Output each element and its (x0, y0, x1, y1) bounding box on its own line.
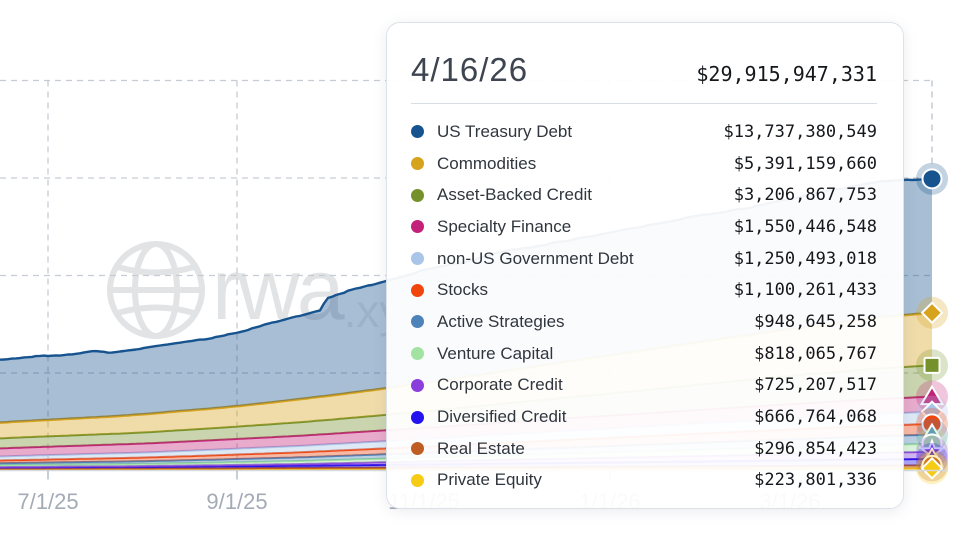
series-label: Specialty Finance (437, 216, 572, 236)
tooltip-legend-row: Corporate Credit $725,207,517 (411, 370, 877, 402)
series-color-dot (411, 347, 424, 361)
series-label: Active Strategies (437, 311, 565, 331)
series-color-dot (411, 283, 424, 297)
tooltip-legend-row: Diversified Credit $666,764,068 (411, 401, 877, 433)
series-value: $725,207,517 (754, 375, 877, 396)
x-axis-label: 7/1/25 (17, 489, 78, 514)
series-value: $1,100,261,433 (733, 280, 877, 301)
series-label: Asset-Backed Credit (437, 185, 592, 205)
series-label: Commodities (437, 153, 537, 173)
series-label: Real Estate (437, 438, 525, 458)
tooltip-legend: US Treasury Debt $13,737,380,549 Commodi… (411, 116, 877, 496)
series-value: $948,645,258 (754, 311, 877, 332)
tooltip-legend-row: US Treasury Debt $13,737,380,549 (411, 116, 877, 148)
series-value: $296,854,423 (754, 438, 877, 459)
series-label: Corporate Credit (437, 375, 563, 395)
tooltip-legend-row: Asset-Backed Credit $3,206,867,753 (411, 179, 877, 211)
series-color-dot (411, 188, 424, 202)
tooltip-total-value: $29,915,947,331 (696, 62, 877, 86)
series-color-dot (411, 220, 424, 234)
series-color-dot (411, 442, 424, 456)
globe-icon (107, 241, 205, 339)
tooltip-legend-row: non-US Government Debt $1,250,493,018 (411, 243, 877, 275)
series-value: $666,764,068 (754, 407, 877, 428)
series-color-dot (411, 410, 424, 424)
tooltip-legend-row: Venture Capital $818,065,767 (411, 338, 877, 370)
series-value: $1,550,446,548 (733, 216, 877, 237)
series-color-dot (411, 315, 424, 329)
series-label: US Treasury Debt (437, 121, 573, 141)
series-value: $818,065,767 (754, 343, 877, 364)
tooltip-legend-row: Private Equity $223,801,336 (411, 465, 877, 497)
series-value: $5,391,159,660 (733, 153, 877, 174)
series-label: Private Equity (437, 470, 542, 490)
tooltip-legend-row: Stocks $1,100,261,433 (411, 274, 877, 306)
series-color-dot (411, 473, 424, 487)
tooltip-header: 4/16/26 $29,915,947,331 (411, 51, 877, 89)
watermark-text: rwa (212, 242, 345, 338)
x-axis-label: 9/1/25 (206, 489, 267, 514)
series-color-dot (411, 157, 424, 171)
chart-tooltip: 4/16/26 $29,915,947,331 US Treasury Debt… (386, 22, 904, 509)
series-value: $223,801,336 (754, 470, 877, 491)
tooltip-legend-row: Active Strategies $948,645,258 (411, 306, 877, 338)
series-end-markers (916, 162, 948, 485)
series-color-dot (411, 125, 424, 139)
series-label: Stocks (437, 280, 489, 300)
tooltip-divider (411, 103, 877, 104)
series-label: non-US Government Debt (437, 248, 634, 268)
series-value: $3,206,867,753 (733, 185, 877, 206)
series-value: $13,737,380,549 (723, 121, 877, 142)
tooltip-legend-row: Specialty Finance $1,550,446,548 (411, 211, 877, 243)
series-color-dot (411, 378, 424, 392)
series-value: $1,250,493,018 (733, 248, 877, 269)
series-label: Diversified Credit (437, 407, 567, 427)
series-label: Venture Capital (437, 343, 554, 363)
tooltip-legend-row: Commodities $5,391,159,660 (411, 148, 877, 180)
tooltip-legend-row: Real Estate $296,854,423 (411, 433, 877, 465)
tooltip-date: 4/16/26 (411, 51, 529, 88)
series-color-dot (411, 252, 424, 266)
